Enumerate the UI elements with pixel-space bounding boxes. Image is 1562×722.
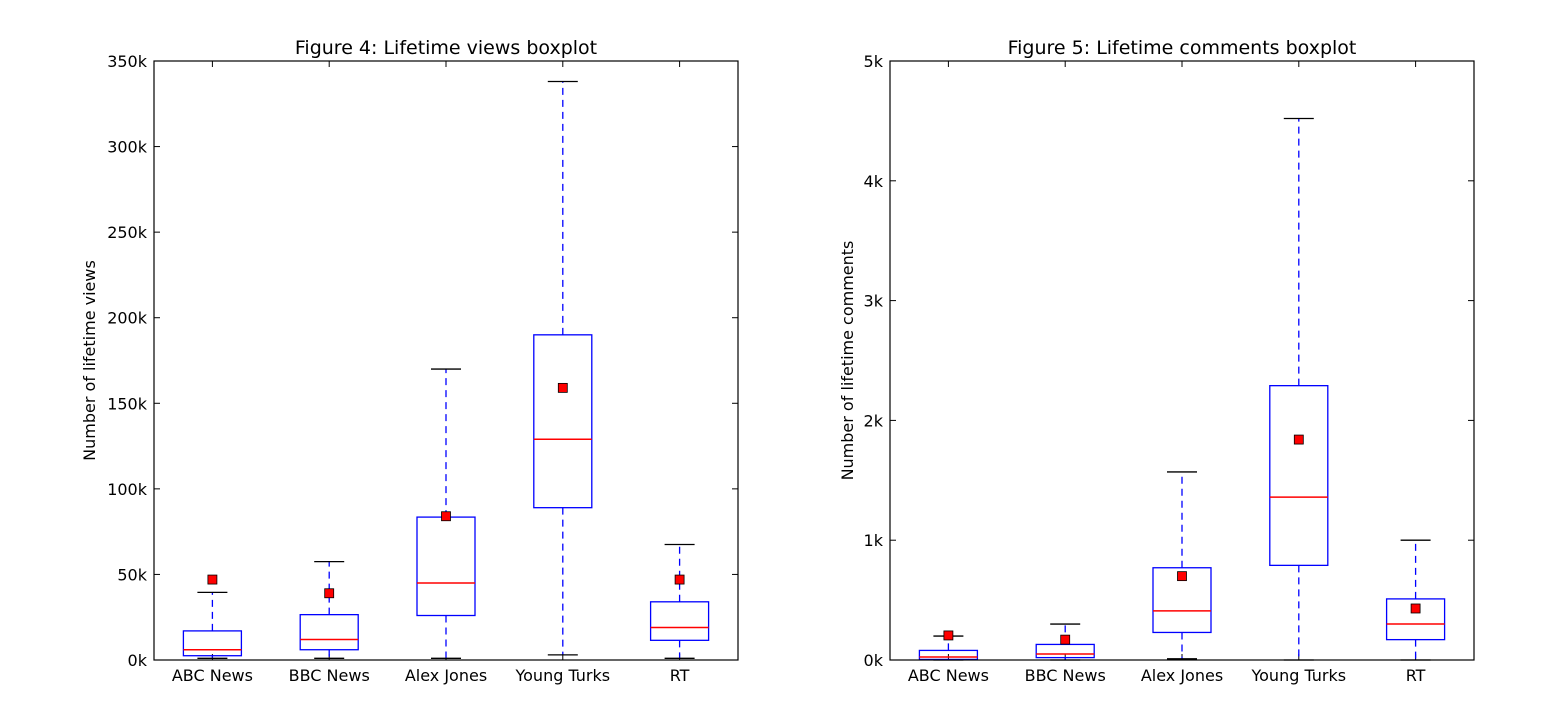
- mean-marker: [674, 574, 685, 585]
- chart-panel-1: Figure 4: Lifetime views boxplot Number o…: [80, 37, 739, 685]
- mean-marker: [1177, 571, 1187, 582]
- x-tick-label: ABC News: [908, 666, 989, 685]
- x-tick-label: BBC News: [1025, 666, 1106, 685]
- plot-frame: [153, 60, 739, 661]
- y-tick-label: 300k: [107, 138, 148, 157]
- box-iqr: [416, 516, 476, 617]
- x-tick-label: RT: [670, 666, 690, 685]
- box-iqr: [533, 334, 593, 509]
- y-tick-label: 1k: [864, 531, 884, 550]
- y-tick-label: 0k: [864, 651, 884, 670]
- box-bbc-news: [299, 560, 359, 659]
- box-iqr: [299, 613, 359, 651]
- x-tick-label: RT: [1406, 666, 1426, 685]
- x-tick-label: Young Turks: [514, 666, 610, 685]
- y-axis-label: Number of lifetime views: [80, 260, 99, 461]
- box-alex-jones: [1152, 471, 1212, 660]
- y-tick-label: 150k: [107, 394, 148, 413]
- y-tick-label: 200k: [107, 309, 148, 328]
- box-young-turks: [533, 80, 593, 656]
- x-tick-label: ABC News: [172, 666, 253, 685]
- box-iqr: [182, 630, 243, 657]
- mean-marker: [943, 630, 954, 641]
- y-tick-label: 100k: [107, 480, 148, 499]
- y-tick-label: 250k: [107, 223, 148, 242]
- y-tick-label: 3k: [864, 292, 884, 311]
- y-tick-label: 0k: [128, 651, 148, 670]
- y-axis-label: Number of lifetime comments: [838, 241, 857, 481]
- box-alex-jones: [416, 368, 476, 659]
- box-rt: [649, 543, 710, 659]
- y-tick-label: 5k: [864, 52, 884, 71]
- y-tick-label: 350k: [107, 52, 148, 71]
- mean-marker: [1293, 434, 1304, 445]
- mean-marker: [557, 382, 568, 393]
- box-iqr: [1385, 598, 1446, 641]
- chart-title: Figure 5: Lifetime comments boxplot: [1008, 37, 1357, 59]
- box-young-turks: [1269, 117, 1329, 661]
- box-abc-news: [182, 574, 243, 659]
- box-iqr: [649, 601, 710, 641]
- mean-marker: [207, 574, 218, 585]
- plot-frame: [889, 60, 1475, 661]
- box-rt: [1385, 539, 1446, 661]
- box-iqr: [1269, 385, 1329, 567]
- x-tick-label: Alex Jones: [1141, 666, 1223, 685]
- y-tick-label: 4k: [864, 172, 884, 191]
- chart-panel-2: Figure 5: Lifetime comments boxplot Numbe…: [838, 37, 1475, 685]
- x-tick-label: BBC News: [289, 666, 370, 685]
- mean-marker: [441, 511, 451, 522]
- mean-marker: [1410, 603, 1421, 614]
- mean-marker: [324, 588, 335, 599]
- mean-marker: [1060, 634, 1071, 645]
- box-iqr: [1152, 567, 1212, 634]
- x-tick-label: Young Turks: [1250, 666, 1346, 685]
- x-tick-label: Alex Jones: [405, 666, 487, 685]
- y-tick-label: 2k: [864, 411, 884, 430]
- y-tick-label: 50k: [117, 565, 147, 584]
- box-bbc-news: [1035, 623, 1095, 661]
- chart-title: Figure 4: Lifetime views boxplot: [295, 37, 597, 59]
